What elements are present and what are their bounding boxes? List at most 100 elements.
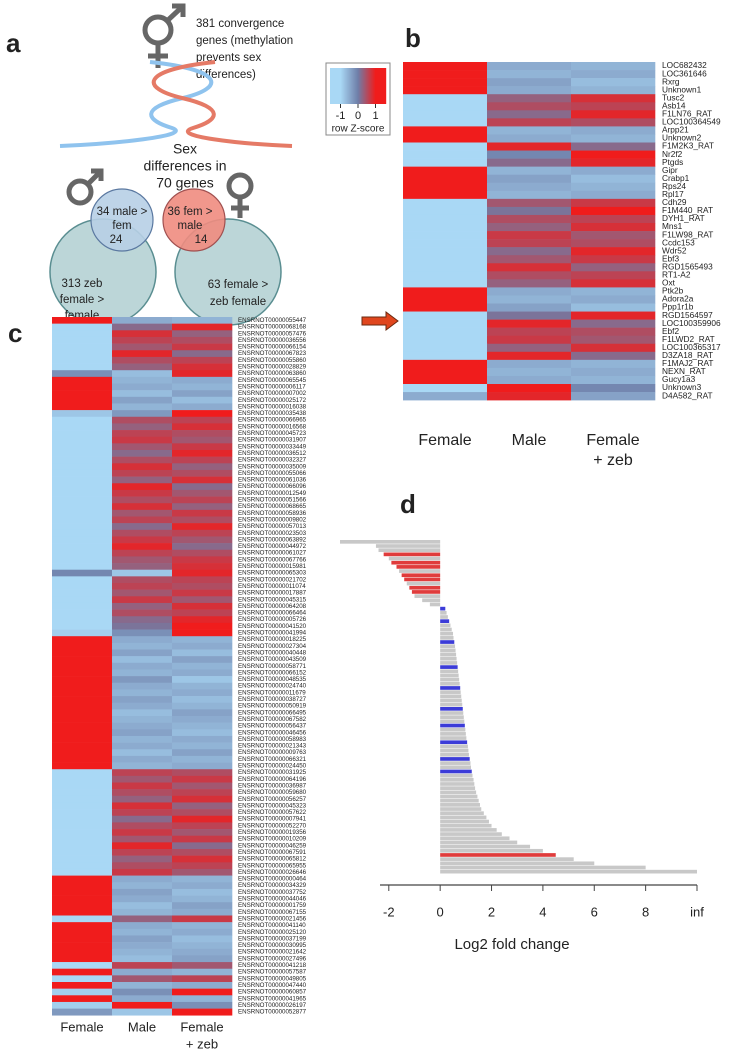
heatmap-cell: [172, 523, 233, 531]
heatmap-cell: [112, 609, 173, 617]
key-swatch: [379, 68, 381, 104]
heatmap-cell: [571, 239, 656, 248]
bar: [440, 740, 468, 745]
bar: [440, 715, 464, 720]
heatmap-cell: [172, 390, 233, 398]
strand: [59, 60, 214, 148]
heatmap-cell: [172, 356, 233, 364]
key-swatch: [358, 68, 360, 104]
heatmap-cell: [172, 430, 233, 437]
row-label: Ptk2b: [662, 286, 684, 296]
row-label: ENSRNOT00000046259: [238, 842, 307, 849]
heatmap-cell: [172, 1008, 233, 1016]
row-label: ENSRNOT00000012549: [238, 490, 307, 497]
heatmap-cell: [52, 496, 113, 504]
heatmap-cell: [112, 968, 173, 976]
row-label: Unknown3: [662, 382, 702, 392]
heatmap-cell: [403, 206, 488, 216]
venn-label: female >: [60, 294, 105, 306]
heatmap-cell: [172, 882, 233, 890]
row-label: F1M440_RAT: [662, 205, 713, 215]
heatmap-cell: [487, 198, 572, 208]
caption: 381 convergence: [196, 18, 284, 30]
heatmap-cell: [487, 102, 572, 111]
row-label: ENSRNOT00000057013: [238, 523, 307, 530]
venn-circle: [162, 188, 226, 252]
bar: [440, 677, 460, 682]
heatmap-cell: [112, 709, 173, 717]
heatmap-cell: [52, 888, 113, 896]
heatmap-cell: [403, 190, 488, 200]
bar: [440, 869, 697, 874]
venn-label: 14: [195, 234, 208, 246]
heatmap-cell: [403, 367, 488, 377]
heatmap-cell: [403, 343, 488, 353]
key-swatch: [350, 68, 352, 104]
row-label: ENSRNOT00000019356: [238, 829, 307, 836]
row-label: Ptgds: [662, 157, 683, 167]
heatmap-cell: [172, 656, 233, 664]
heatmap-cell: [52, 882, 113, 890]
row-label: ENSRNOT00000011074: [238, 583, 306, 590]
key-swatch: [357, 68, 359, 104]
heatmap-cell: [571, 223, 656, 232]
heatmap-cell: [571, 94, 656, 103]
heatmap-cell: [172, 842, 233, 850]
key-swatch: [363, 68, 365, 104]
heatmap-cell: [52, 609, 113, 617]
heatmap-cell: [112, 456, 173, 464]
bar: [440, 790, 477, 795]
heatmap-cell: [112, 702, 173, 710]
heatmap-cell: [52, 868, 113, 876]
row-label: ENSRNOT00000021456: [238, 915, 307, 922]
row-label: ENSRNOT00000066096: [238, 483, 307, 490]
row-label: ENSRNOT00000045723: [238, 430, 307, 437]
heatmap-cell: [112, 463, 173, 471]
x-tick-label: 6: [591, 904, 598, 919]
key-swatch: [349, 68, 351, 104]
row-label: ENSRNOT00000067766: [238, 556, 307, 563]
heatmap-cell: [172, 809, 233, 817]
heatmap-cell: [172, 336, 233, 344]
heatmap-cell: [571, 110, 656, 119]
key-swatch: [382, 68, 384, 104]
key-swatch: [367, 68, 369, 104]
row-label: ENSRNOT00000057622: [238, 809, 307, 816]
column-label: Female: [586, 432, 639, 449]
heatmap-cell: [52, 942, 113, 950]
heatmap-cell: [172, 975, 233, 983]
heatmap-cell: [487, 182, 572, 192]
row-label: ENSRNOT00000036987: [238, 782, 307, 789]
key-swatch: [331, 68, 333, 104]
heatmap-cell: [172, 922, 233, 930]
row-label: ENSRNOT00000043509: [238, 656, 307, 663]
heatmap-cell: [571, 62, 656, 71]
heatmap-cell: [487, 384, 572, 393]
heatmap-cell: [172, 410, 233, 418]
heatmap-cell: [112, 662, 173, 670]
key-swatch: [376, 68, 378, 104]
bar: [411, 590, 441, 594]
heatmap-cell: [487, 303, 572, 312]
heatmap-cell: [403, 359, 488, 369]
heatmap-cell: [403, 295, 488, 304]
row-label: ENSRNOT00000023503: [238, 530, 307, 537]
bar: [440, 610, 447, 615]
bar: [440, 636, 454, 640]
heatmap-cell: [52, 875, 113, 883]
bar: [404, 577, 441, 582]
heatmap-cell: [52, 669, 113, 677]
heatmap-cell: [403, 150, 488, 159]
heatmap-cell: [571, 70, 656, 79]
heatmap-cell: [172, 1001, 233, 1009]
heatmap-cell: [172, 749, 233, 757]
heatmap-cell: [112, 988, 173, 996]
venn-label: male: [178, 220, 203, 232]
heatmap-cell: [52, 583, 113, 590]
heatmap-cell: [403, 255, 488, 264]
heatmap-cell: [172, 589, 233, 597]
heatmap-cell: [52, 656, 113, 664]
heatmap-cell: [172, 982, 233, 989]
key-tick-label: 0: [355, 110, 361, 122]
heatmap-cell: [487, 223, 572, 232]
